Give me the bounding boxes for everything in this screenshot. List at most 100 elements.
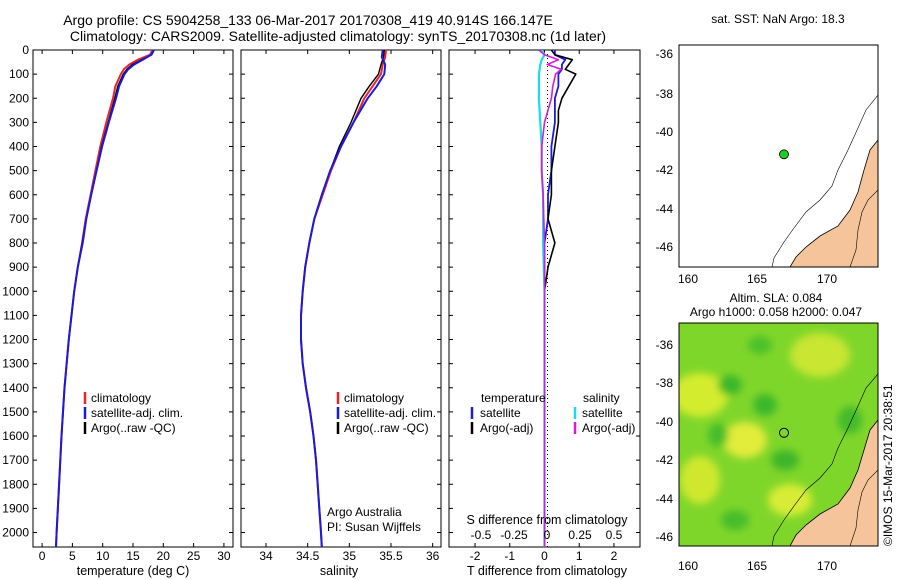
panel-x-ticks: 0 5 10 15 20 25 30 34 34.5 35 35.5 36 -2 -1 0 1 2	[39, 50, 618, 563]
figure-title-line1: Argo profile: CS 5904258_133 06-Mar-2017…	[63, 12, 553, 28]
x-tick-label: -2	[470, 549, 481, 563]
credit-line2: PI: Susan Wijffels	[327, 520, 421, 534]
x-tick-label: 0	[541, 549, 548, 563]
lon-tick: 165	[747, 272, 767, 286]
top-tick: 0.5	[606, 528, 623, 542]
depth-tick-label: 1400	[2, 381, 29, 395]
depth-axis: 0 100 200 300 400 500 600 700 800 900 1000 1100 1200…	[2, 43, 640, 540]
depth-tick-label: 1100	[3, 308, 29, 322]
legend-header-salinity: salinity	[583, 391, 620, 405]
difference-xlabel: T difference from climatology	[467, 564, 628, 578]
depth-tick-label: 700	[9, 212, 29, 226]
x-tick-label: 35	[343, 549, 357, 563]
lon-tick: 160	[678, 559, 698, 573]
depth-tick-label: 0	[22, 43, 29, 57]
sst-map-frame	[678, 44, 879, 268]
depth-tick-label: 200	[9, 91, 29, 105]
new-zealand-land	[789, 139, 878, 267]
lat-tick: -36	[656, 338, 674, 352]
sla-anomaly-patch	[748, 336, 772, 354]
sla-anomaly-patch	[768, 484, 812, 516]
sla-anomaly-patch	[708, 423, 728, 447]
depth-tick-label: 300	[9, 115, 29, 129]
lat-tick: -42	[656, 453, 674, 467]
x-tick-label: 10	[96, 549, 110, 563]
sla-map-title-line1: Altim. SLA: 0.084	[730, 291, 823, 305]
lon-tick: 170	[817, 272, 837, 286]
x-tick-label: 20	[157, 549, 171, 563]
difference-legend: temperature salinity satellite Argo(-adj…	[470, 391, 635, 435]
salinity-series	[300, 50, 387, 547]
depth-tick-label: 1500	[2, 405, 29, 419]
legend-label: climatology	[344, 391, 404, 405]
sla-map-area	[679, 323, 878, 546]
depth-tick-label: 1900	[2, 501, 29, 515]
x-tick-label: 25	[187, 549, 201, 563]
depth-tick-label: 1000	[2, 284, 29, 298]
series-line-argo-raw-qc-	[55, 50, 155, 547]
lon-tick: 170	[817, 559, 837, 573]
legend-label: Argo(-adj)	[480, 421, 533, 435]
top-tick: 0.25	[568, 528, 592, 542]
sla-anomaly-patch	[718, 375, 742, 395]
sst-map-area	[679, 45, 878, 267]
depth-tick-label: 1300	[2, 357, 29, 371]
series-line-climatology	[300, 50, 387, 547]
argo-float-marker	[779, 149, 789, 160]
bathymetry-contour	[849, 469, 878, 546]
depth-tick-label: 900	[9, 260, 29, 274]
lat-tick: -38	[656, 376, 674, 390]
legend-label: satellite-adj. clim.	[91, 406, 183, 420]
difference-top-ticks: -0.5 -0.25 0 0.25 0.5	[471, 528, 623, 542]
x-tick-label: 0	[39, 549, 46, 563]
legend-label: satellite	[582, 406, 623, 420]
difference-top-label: S difference from climatology	[467, 513, 629, 527]
x-tick-label: 36	[426, 549, 440, 563]
legend-label: Argo(..raw -QC)	[344, 421, 429, 435]
credit-line1: Argo Australia	[327, 505, 402, 519]
x-tick-label: 2	[611, 549, 618, 563]
temperature-legend: climatology satellite-adj. clim. Argo(..…	[83, 391, 183, 435]
figure-title-line2: Climatology: CARS2009. Satellite-adjuste…	[70, 28, 606, 44]
top-tick: 0	[544, 528, 551, 542]
lat-tick: -40	[656, 125, 674, 139]
sla-anomaly-patch	[679, 373, 728, 417]
legend-label: climatology	[91, 391, 151, 405]
lat-tick: -40	[656, 415, 674, 429]
sla-anomaly-patch	[771, 450, 799, 470]
legend-label: Argo(..raw -QC)	[91, 421, 176, 435]
legend-label: satellite	[480, 406, 521, 420]
sla-anomaly-patch	[753, 394, 777, 416]
lon-tick: 160	[678, 272, 698, 286]
x-tick-label: 34.5	[296, 549, 320, 563]
sla-anomaly-field	[679, 333, 862, 530]
lat-tick: -36	[656, 47, 674, 61]
x-tick-label: 15	[126, 549, 140, 563]
temperature-series	[55, 50, 155, 547]
depth-tick-label: 1700	[2, 453, 29, 467]
depth-tick-label: 1600	[2, 429, 29, 443]
x-tick-label: 35.5	[379, 549, 403, 563]
sla-map-title-line2: Argo h1000: 0.058 h2000: 0.047	[690, 305, 862, 319]
salinity-legend: climatology satellite-adj. clim. Argo(..…	[336, 391, 436, 435]
depth-tick-label: 100	[9, 67, 29, 81]
sla-anomaly-patch	[790, 333, 850, 377]
series-line-climatology	[55, 50, 154, 547]
depth-tick-label: 1800	[2, 477, 29, 491]
sla-anomaly-patch	[680, 456, 720, 504]
x-tick-label: 1	[576, 549, 583, 563]
top-tick: -0.5	[471, 528, 492, 542]
x-tick-label: 34	[259, 549, 273, 563]
sla-map-y-ticks: -36 -38 -40 -42 -44 -46	[656, 338, 674, 544]
lat-tick: -44	[656, 492, 674, 506]
depth-tick-label: 800	[9, 236, 29, 250]
x-tick-label: 30	[217, 549, 231, 563]
series-line-argo-raw-qc-	[300, 50, 387, 547]
legend-label: Argo(-adj)	[582, 421, 635, 435]
sla-anomaly-patch	[838, 406, 862, 434]
imos-timestamp: ©IMOS 15-Mar-2017 20:38:51	[881, 384, 895, 546]
sst-map-y-ticks: -36 -38 -40 -42 -44 -46	[656, 47, 674, 254]
sst-map-x-ticks: 160 165 170	[678, 272, 837, 286]
top-tick: -0.25	[500, 528, 528, 542]
